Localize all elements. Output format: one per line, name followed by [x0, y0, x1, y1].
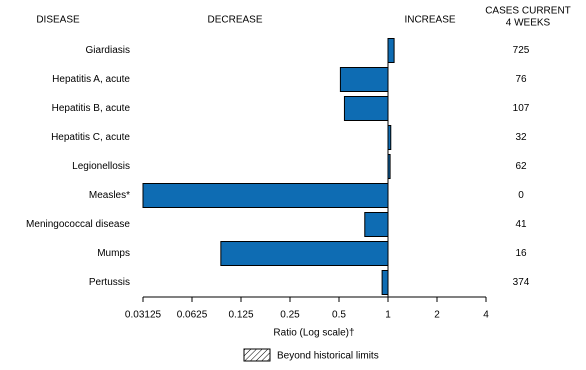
category-label: Hepatitis C, acute	[51, 132, 130, 143]
header-cases: 4 WEEKS	[506, 18, 551, 29]
bar	[339, 67, 389, 92]
bar	[381, 270, 389, 295]
header-disease: DISEASE	[36, 15, 80, 26]
cases-value: 725	[513, 45, 530, 56]
cases-value: 76	[515, 74, 527, 85]
bar	[220, 241, 389, 266]
header-increase: INCREASE	[404, 15, 455, 26]
header-decrease: DECREASE	[207, 15, 262, 26]
category-label: Measles*	[89, 190, 130, 201]
x-tick-label: 0.5	[332, 310, 346, 321]
category-label: Hepatitis A, acute	[52, 74, 130, 85]
category-label: Giardiasis	[86, 45, 130, 56]
cases-value: 32	[515, 132, 527, 143]
legend-swatch	[243, 348, 271, 362]
x-tick-label: 0.125	[228, 310, 253, 321]
bar	[142, 183, 389, 208]
category-label: Mumps	[97, 248, 130, 259]
x-tick-label: 0.25	[280, 310, 300, 321]
category-label: Hepatitis B, acute	[52, 103, 131, 114]
x-axis-label: Ratio (Log scale)†	[273, 328, 354, 339]
bar	[364, 212, 389, 237]
category-label: Pertussis	[89, 277, 130, 288]
cases-value: 0	[518, 190, 524, 201]
x-tick-label: 0.0625	[177, 310, 208, 321]
header-cases: CASES CURRENT	[485, 6, 571, 17]
x-tick-label: 4	[483, 310, 489, 321]
cases-value: 107	[513, 103, 530, 114]
cases-value: 16	[515, 248, 527, 259]
cases-value: 41	[515, 219, 527, 230]
x-tick-label: 0.03125	[125, 310, 162, 321]
bar	[343, 96, 389, 121]
bar	[387, 38, 395, 63]
x-tick-label: 1	[385, 310, 391, 321]
x-tick-label: 2	[434, 310, 440, 321]
cases-value: 374	[513, 277, 530, 288]
cases-value: 62	[515, 161, 527, 172]
legend-label: Beyond historical limits	[277, 351, 379, 362]
category-label: Meningococcal disease	[26, 219, 130, 230]
category-label: Legionellosis	[72, 161, 130, 172]
